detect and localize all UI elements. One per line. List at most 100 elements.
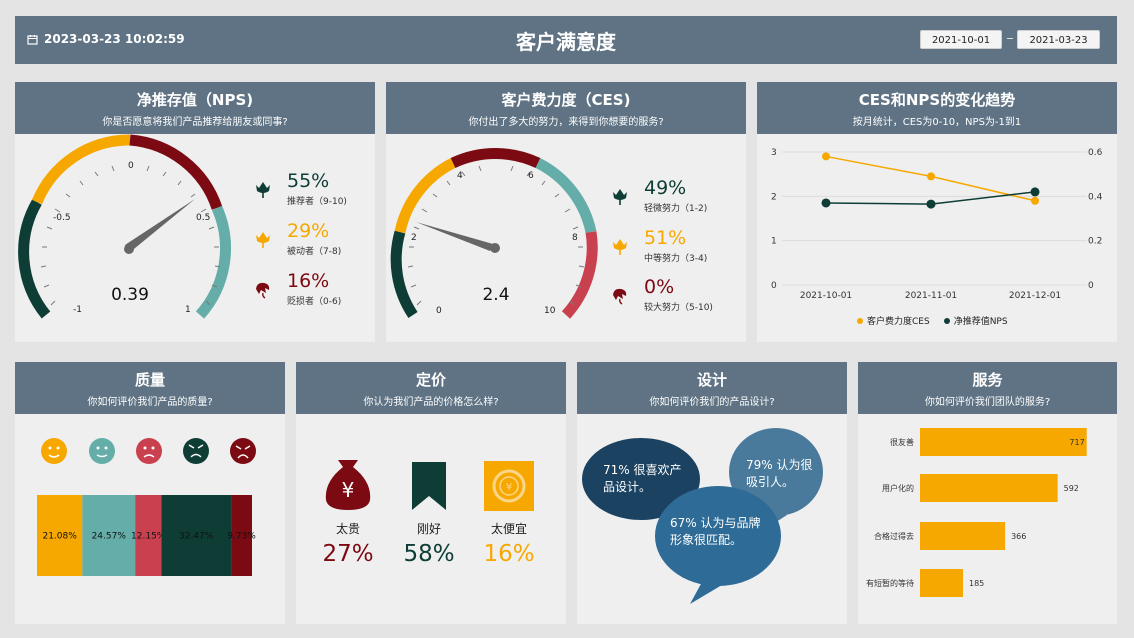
service-bar-value: 717	[1069, 438, 1084, 447]
trend-legend: 客户费力度CES 净推荐值NPS	[857, 314, 1008, 327]
legend-label: 净推荐值NPS	[953, 317, 1008, 327]
pricing-item: 太贵 27%	[318, 520, 378, 567]
nps-card: 净推存值（NPS) 你是否愿意将我们产品推荐给朋友或同事? -1 -0.5 0 …	[15, 82, 375, 342]
date-to-picker[interactable]: 2021-03-23	[1017, 30, 1100, 49]
quality-bar-label: 32.47%	[179, 532, 214, 542]
trend-title: CES和NPS的变化趋势	[858, 91, 1016, 109]
legend-swatch	[943, 317, 950, 324]
ces-gauge-segment-teal	[535, 158, 597, 234]
nps-tick-05: 0.5	[196, 213, 210, 223]
nps-gauge-segment-dark	[18, 199, 51, 319]
coin-icon: ¥	[484, 461, 534, 511]
ces-needle	[416, 222, 500, 253]
quality-bar-segment	[37, 495, 83, 576]
ces-high-effort-label: 较大努力（5-10)	[644, 303, 713, 313]
series-point	[927, 172, 935, 181]
bubble-line: 79% 认为很	[746, 458, 813, 472]
page-title: 客户满意度	[516, 30, 616, 54]
quality-bar-label: 24.57%	[92, 532, 127, 542]
svg-text:¥: ¥	[342, 478, 355, 502]
trend-card: CES和NPS的变化趋势 按月统计，CES为0-10，NPS为-1到1 0 1 2 3…	[757, 82, 1117, 342]
quality-title: 质量	[134, 371, 165, 389]
bubble-line: 品设计。	[603, 480, 652, 494]
service-bar-value: 592	[1064, 484, 1079, 493]
bubble-line: 67% 认为与品牌	[670, 516, 761, 530]
y-left-tick: 0	[771, 281, 777, 291]
service-bar	[920, 474, 1058, 502]
nps-detractor-pct: 16%	[287, 270, 330, 292]
bubble-line: 形象很匹配。	[670, 533, 743, 547]
bubble-line: 71% 很喜欢产	[603, 463, 682, 477]
nps-tick-neg05: -0.5	[53, 213, 71, 223]
ces-subtitle: 你付出了多大的努力，来得到你想要的服务?	[468, 117, 664, 128]
datetime-text: 2023-03-23 10:02:59	[44, 32, 185, 46]
pricing-pct: 27%	[322, 541, 374, 567]
bubble-line: 吸引人。	[746, 475, 795, 489]
quality-faces: 21.08% 24.57% 12.15% 32.47% 9.73%	[37, 438, 256, 576]
pricing-card-header: 定价 你认为我们产品的价格怎么样?	[296, 362, 566, 414]
nps-subtitle: 你是否愿意将我们产品推荐给朋友或同事?	[102, 117, 288, 128]
nps-title: 净推存值（NPS)	[136, 91, 254, 109]
ces-gauge-segment-dark	[390, 230, 418, 319]
service-bar	[920, 569, 964, 597]
service-bar	[920, 428, 1087, 456]
quality-bar-label: 12.15%	[131, 532, 166, 542]
legend-item-ces[interactable]: 客户费力度CES	[857, 314, 930, 327]
calendar-icon	[27, 34, 38, 45]
service-bar-value: 185	[969, 579, 984, 588]
series-point	[821, 198, 831, 208]
tulip-icon	[613, 189, 627, 205]
date-from-picker[interactable]: 2021-10-01	[920, 30, 1002, 49]
trend-line-chart: 0 1 2 3 0 0.2 0.4 0.6 2021-10-01 2021-11-01 2021-1…	[771, 148, 1103, 301]
quality-card-header: 质量 你如何评价我们产品的质量?	[15, 362, 285, 414]
trend-card-header: CES和NPS的变化趋势 按月统计，CES为0-10，NPS为-1到1	[757, 82, 1117, 134]
legend-item-nps[interactable]: 净推荐值NPS	[943, 314, 1008, 327]
nps-gauge: -1 -0.5 0 0.5 1 0.39	[18, 134, 231, 319]
pricing-pct: 58%	[403, 541, 455, 567]
series-point	[1031, 196, 1039, 205]
pricing-icons: ¥ ¥	[325, 460, 534, 511]
header-bar: 2023-03-23 10:02:59 客户满意度 2021-10-01 202…	[15, 16, 1117, 64]
design-card: 设计 你如何评价我们的产品设计? 71% 很喜欢产 品设计。 79% 认为很 吸…	[577, 362, 847, 624]
ces-medium-effort-pct: 51%	[644, 227, 687, 249]
ces-low-effort-pct: 49%	[644, 177, 687, 199]
ces-medium-effort-label: 中等努力（3-4)	[644, 254, 708, 264]
wilted-flower-icon	[256, 282, 270, 299]
ces-gauge-segment-maroon	[450, 148, 541, 169]
y-right-tick: 0.4	[1088, 192, 1103, 202]
service-category-label: 合格过得去	[874, 531, 914, 541]
x-tick: 2021-11-01	[905, 291, 957, 301]
service-category-label: 很友善	[890, 437, 914, 447]
neutral-face-icon	[89, 438, 115, 464]
y-right-tick: 0.2	[1088, 237, 1102, 247]
nps-passive-label: 被动者（7-8)	[287, 247, 342, 257]
ces-tick-8: 8	[572, 233, 578, 243]
ces-tick-2: 2	[411, 233, 417, 243]
nps-tick-neg1: -1	[73, 305, 82, 315]
nps-tick-1: 1	[185, 305, 191, 315]
nps-promoter-pct: 55%	[287, 170, 330, 192]
ces-card: 客户费力度（CES) 你付出了多大的努力，来得到你想要的服务? 0 2 4 6 …	[386, 82, 746, 342]
ces-tick-0: 0	[436, 306, 442, 316]
x-tick: 2021-10-01	[800, 291, 852, 301]
quality-bar-segment	[82, 495, 136, 576]
ces-gauge: 0 2 4 6 8 10 2.4	[390, 148, 598, 319]
tulip-icon	[613, 239, 627, 255]
design-title: 设计	[696, 371, 727, 389]
nps-gauge-segment-maroon	[129, 134, 223, 210]
very-angry-face-icon	[230, 438, 256, 464]
quality-bar-segment	[135, 495, 162, 576]
series-point	[1030, 187, 1040, 197]
quality-subtitle: 你如何评价我们产品的质量?	[87, 397, 213, 408]
nps-promoter-label: 推荐者（9-10)	[287, 197, 347, 207]
bubble-text-2: 79% 认为很 吸引人。	[746, 457, 813, 491]
design-card-header: 设计 你如何评价我们的产品设计?	[577, 362, 847, 414]
pricing-item: 太便宜 16%	[479, 520, 539, 567]
x-tick: 2021-12-01	[1009, 291, 1061, 301]
quality-bar-label: 9.73%	[227, 532, 256, 542]
nps-needle	[124, 199, 195, 254]
pricing-title: 定价	[415, 371, 446, 389]
service-bar-value: 366	[1011, 532, 1026, 541]
ces-low-effort-label: 轻微努力（1-2)	[644, 204, 708, 214]
service-category-label: 有短暂的等待	[866, 578, 914, 588]
